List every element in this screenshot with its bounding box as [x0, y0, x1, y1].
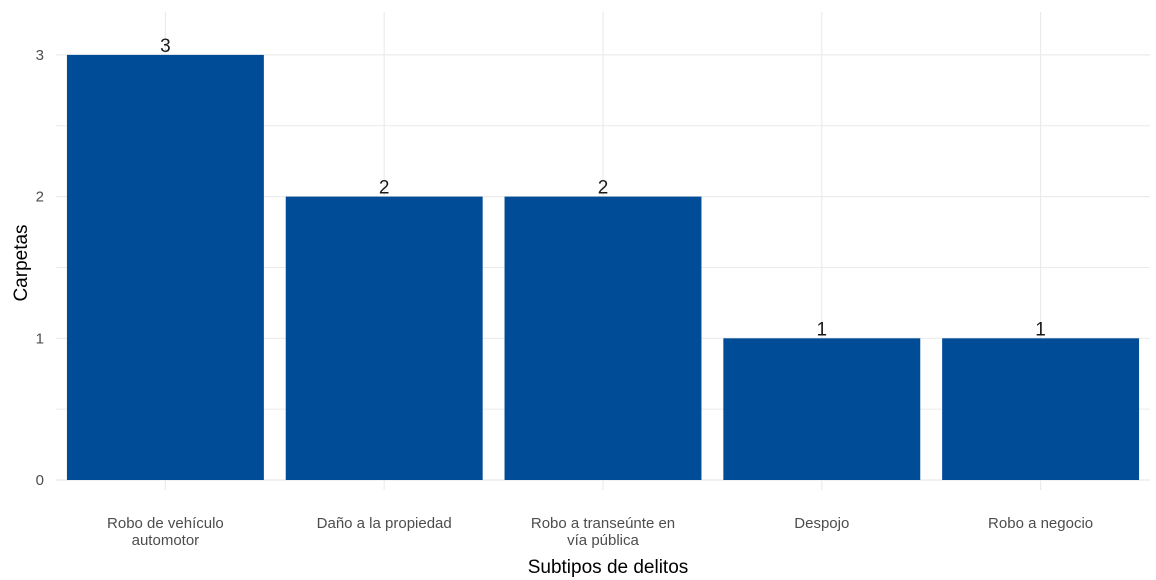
y-tick-label: 2: [36, 189, 44, 206]
x-tick-label: Despojo: [794, 515, 849, 532]
data-label: 3: [160, 36, 171, 57]
bar: [942, 338, 1140, 480]
data-label: 2: [379, 178, 390, 199]
bar: [66, 54, 264, 481]
bar: [723, 338, 921, 480]
bar: [285, 196, 483, 480]
data-label: 1: [817, 319, 828, 340]
x-axis-title: Subtipos de delitos: [528, 557, 689, 578]
y-tick-label: 1: [36, 330, 44, 347]
x-tick-label-line: vía pública: [567, 532, 639, 549]
data-label: 1: [1035, 319, 1046, 340]
y-tick-label: 3: [36, 47, 44, 64]
bars-group: [66, 54, 1140, 481]
x-tick-label-line: Robo a transeúnte en: [531, 515, 675, 532]
bar: [504, 196, 702, 480]
x-tick-label-line: Robo a negocio: [988, 515, 1093, 532]
data-labels: 3 2 2 1 1: [160, 36, 1046, 340]
x-tick-label: Robo de vehículo automotor: [107, 515, 224, 549]
x-tick-label-line: Robo de vehículo: [107, 515, 224, 532]
x-tick-label-line: Despojo: [794, 515, 849, 532]
x-tick-label-line: Daño a la propiedad: [317, 515, 452, 532]
x-tick-labels: Robo de vehículo automotor Daño a la propi…: [107, 515, 1093, 549]
y-tick-labels: 0 1 2 3: [36, 47, 44, 489]
y-axis-title: Carpetas: [11, 224, 32, 301]
data-label: 2: [598, 178, 609, 199]
y-tick-label: 0: [36, 472, 44, 489]
x-tick-label: Daño a la propiedad: [317, 515, 452, 532]
x-tick-label: Robo a transeúnte en vía pública: [531, 515, 675, 549]
x-tick-label: Robo a negocio: [988, 515, 1093, 532]
x-tick-label-line: automotor: [132, 532, 200, 549]
